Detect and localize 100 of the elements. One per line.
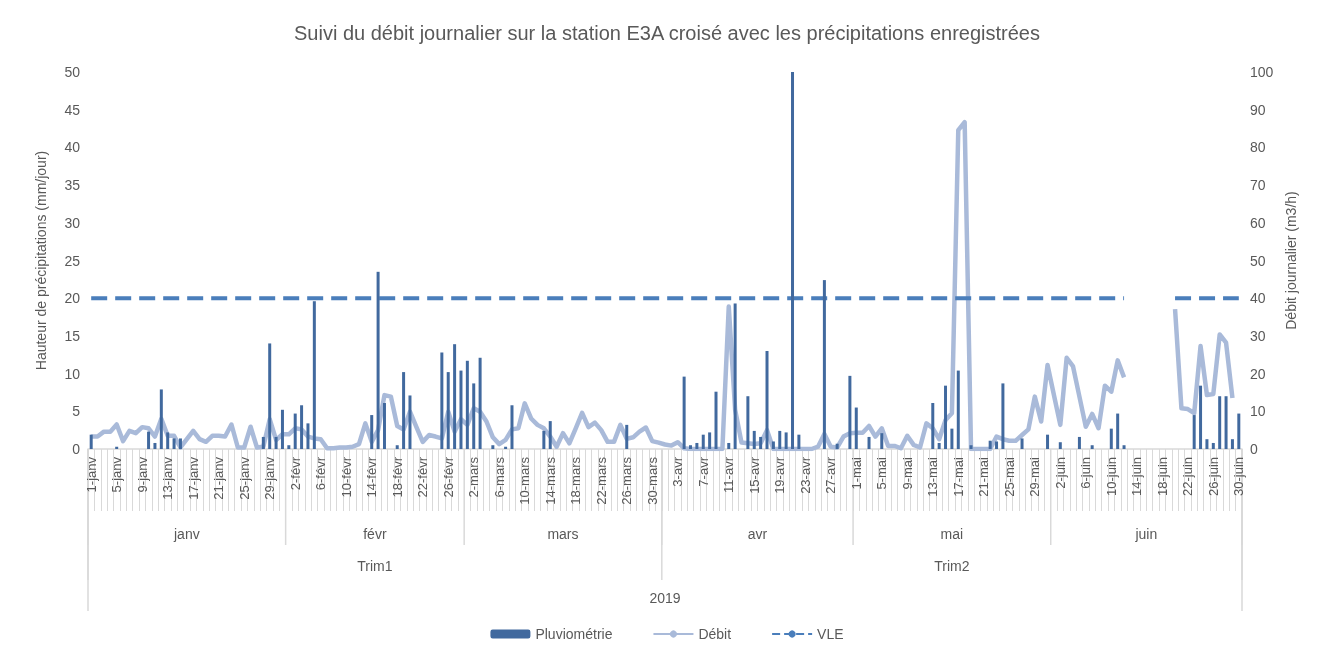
x-tick-label: 25-mai: [1001, 456, 1017, 497]
bar: [287, 445, 291, 449]
bar: [791, 72, 795, 449]
x-tick-label: 26-juin: [1205, 457, 1221, 497]
y-tick-label: 30: [64, 214, 81, 231]
bar: [446, 372, 450, 449]
x-tick-label: 17-janv: [185, 456, 201, 500]
bar: [178, 438, 182, 449]
bar: [708, 432, 712, 449]
x-tick-label: 3-avr: [670, 456, 686, 487]
bar: [293, 413, 297, 449]
bar: [440, 352, 444, 449]
bar: [1199, 385, 1203, 449]
bar: [733, 303, 737, 449]
bar: [280, 409, 284, 449]
text: Trim1: [357, 558, 393, 574]
text: avr: [747, 526, 768, 542]
x-tick-label: 14-juin: [1129, 457, 1145, 497]
bar: [695, 442, 699, 449]
y2-tick-label: 50: [1250, 252, 1266, 269]
x-tick-label: 2-mars: [466, 456, 482, 498]
bar: [491, 445, 495, 449]
text: févr: [363, 526, 387, 542]
bar: [166, 432, 170, 449]
x-tick-label: 15-avr: [746, 456, 762, 494]
bar: [752, 430, 756, 449]
y2-tick-label: 70: [1250, 177, 1266, 194]
bar: [778, 430, 782, 449]
bar: [689, 445, 692, 449]
bar: [771, 441, 775, 449]
bar: [1116, 413, 1120, 449]
bar: [1109, 428, 1113, 449]
bar: [1122, 445, 1126, 449]
bar: [395, 445, 399, 449]
x-tick-label: 5-janv: [109, 456, 125, 493]
bar: [408, 395, 412, 449]
bar: [1020, 438, 1024, 449]
bar: [1211, 442, 1215, 449]
x-tick-label: 1-janv: [83, 456, 99, 493]
x-tick-label: 13-janv: [160, 456, 176, 500]
x-tick-label: 6-févr: [313, 456, 329, 491]
bar: [714, 391, 718, 449]
x-tick-label: 23-avr: [797, 456, 813, 494]
bar: [453, 344, 457, 449]
y-tick-label: 35: [64, 177, 81, 194]
y2-tick-label: 60: [1250, 214, 1266, 231]
bar: [89, 434, 93, 449]
x-tick-label: 21-janv: [211, 456, 227, 500]
x-tick-label: 22-févr: [415, 456, 431, 498]
bar: [759, 436, 763, 449]
bar: [956, 370, 960, 449]
bar: [727, 442, 731, 449]
bar: [147, 431, 151, 449]
y2-tick-label: 80: [1250, 139, 1266, 156]
legend-label: VLE: [817, 626, 844, 642]
bar: [835, 443, 839, 449]
legend-label: Débit: [698, 626, 732, 642]
bar: [1205, 439, 1209, 449]
bar: [701, 434, 705, 449]
bar: [867, 436, 871, 449]
bar: [1218, 396, 1222, 449]
text: Trim2: [934, 558, 970, 574]
bar: [306, 423, 310, 449]
y-tick-label: 10: [64, 365, 81, 382]
bar: [274, 436, 278, 449]
x-tick-label: 14-févr: [364, 456, 380, 498]
bar: [478, 357, 482, 449]
x-tick-label: 29-mai: [1027, 456, 1043, 497]
bar: [542, 430, 546, 449]
y2-tick-label: 40: [1250, 290, 1266, 307]
x-tick-label: 2-juin: [1052, 457, 1068, 489]
y-tick-label: 15: [64, 327, 81, 344]
bar: [472, 383, 476, 449]
bar: [402, 372, 406, 449]
bar: [1046, 434, 1050, 449]
bar: [969, 445, 973, 449]
text: mai: [940, 526, 964, 542]
y2-tick-label: 20: [1250, 365, 1266, 382]
chart-title: Suivi du débit journalier sur la station E3A croisé avec les précipitations enregistrées: [294, 22, 1040, 44]
x-tick-label: 2-févr: [287, 456, 303, 491]
bar: [382, 403, 386, 449]
bar: [784, 432, 788, 449]
text: 2019: [649, 590, 681, 606]
x-tick-label: 18-févr: [389, 456, 405, 498]
y-tick-label: 20: [64, 290, 81, 307]
bar: [465, 360, 469, 449]
y-tick-label: 5: [72, 403, 81, 420]
x-tick-label: 10-mars: [517, 456, 533, 505]
bar: [153, 442, 157, 449]
y-tick-label: 45: [64, 101, 81, 118]
bar: [797, 434, 801, 449]
bar: [822, 280, 826, 449]
x-tick-label: 26-mars: [619, 456, 635, 505]
y2-tick-label: 90: [1250, 101, 1266, 118]
x-tick-label: 7-avr: [695, 456, 711, 487]
x-tick-label: 13-mai: [925, 456, 941, 497]
x-tick-label: 6-juin: [1078, 457, 1094, 489]
legend-label: Pluviométrie: [535, 626, 613, 642]
bar: [312, 301, 316, 449]
bar: [1077, 436, 1081, 449]
